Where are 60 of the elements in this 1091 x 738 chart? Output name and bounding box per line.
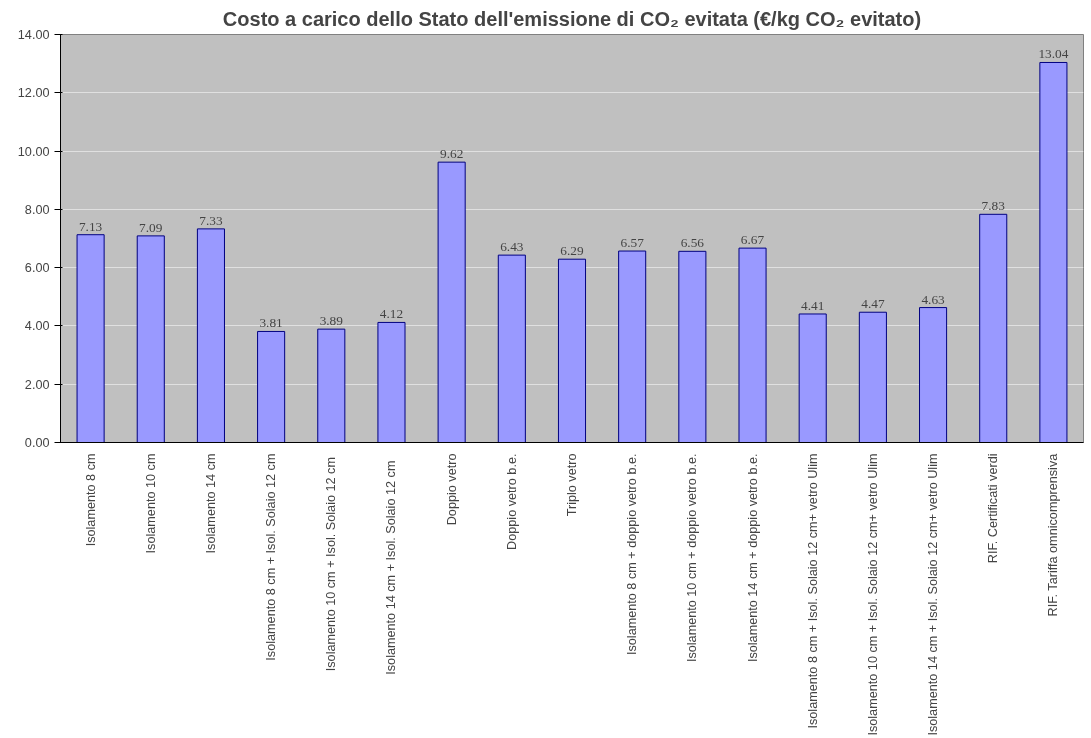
data-label: 4.63	[921, 291, 946, 307]
data-label: 7.09	[139, 219, 163, 235]
x-tick-label: Isolamento 8 cm	[83, 453, 98, 547]
y-tick-label: 10.00	[17, 144, 50, 159]
x-tick-label: Isolamento 14 cm + Isol. Solaio 12 cm	[384, 460, 399, 675]
chart-title: Costo a carico dello Stato dell'emissione di CO₂ evitata (€/kg CO₂ evitato)	[222, 7, 922, 30]
y-tick-label: 0.00	[24, 436, 50, 450]
data-label: 7.33	[199, 212, 223, 228]
bar	[497, 254, 526, 443]
x-tick-label: Isolamento 10 cm	[143, 453, 158, 554]
y-tick-label: 4.00	[24, 319, 50, 334]
data-label: 3.89	[319, 313, 344, 329]
bar	[858, 311, 887, 443]
bar	[798, 313, 827, 443]
data-label: 4.47	[861, 296, 885, 312]
x-tick-label: Isolamento 8 cm + Isol. Solaio 12 cm	[264, 453, 279, 661]
x-tick-label: Isolamento 10 cm + doppio vetro b.e.	[685, 453, 700, 663]
bar	[136, 235, 165, 443]
bar	[919, 307, 948, 443]
data-label: 7.13	[78, 218, 103, 234]
x-tick-label: Doppio vetro	[444, 453, 459, 526]
bar	[257, 330, 286, 443]
data-label: 9.62	[439, 146, 464, 162]
x-tick-label: Isolamento 10 cm + Isol. Solaio 12 cm	[324, 457, 339, 672]
bar	[557, 258, 587, 443]
data-label: 7.83	[981, 198, 1006, 214]
x-tick-label: Isolamento 8 cm + Isol. Solaio 12 cm+ vetro Ulim	[805, 453, 820, 729]
y-tick-label: 6.00	[24, 261, 50, 276]
data-label: 13.04	[1038, 46, 1069, 62]
data-label: 4.41	[801, 297, 825, 313]
data-label: 3.81	[259, 315, 283, 331]
y-tick-label: 14.00	[17, 28, 50, 42]
y-tick-label: 12.00	[17, 86, 50, 101]
bar	[738, 247, 767, 443]
x-tick-label: Isolamento 14 cm	[203, 453, 218, 554]
bar	[1039, 61, 1068, 443]
x-tick-label: RIF. Tariffa omnicomprensiva	[1046, 452, 1061, 617]
x-tick-label: Isolamento 14 cm + Isol. Solaio 12 cm+ vetro Ulim	[926, 453, 941, 736]
bar	[377, 321, 406, 443]
x-tick-label: Isolamento 14 cm + doppio vetro b.e.	[745, 453, 760, 663]
bar	[678, 250, 707, 443]
x-tick-label: RIF. Certificati verdi	[986, 453, 1001, 564]
data-label: 6.29	[560, 243, 584, 259]
y-tick-label: 2.00	[24, 377, 50, 392]
data-label: 4.12	[379, 306, 404, 322]
bar	[979, 213, 1008, 443]
bar	[618, 250, 647, 443]
x-tick-label: Isolamento 8 cm + doppio vetro b.e.	[625, 453, 640, 656]
data-label: 6.67	[740, 232, 765, 248]
y-tick-label: 8.00	[24, 202, 50, 217]
data-label: 6.43	[500, 239, 524, 255]
x-tick-label: Doppio vetro b.e.	[504, 453, 519, 550]
data-label: 6.57	[620, 235, 645, 251]
bar	[317, 328, 346, 443]
bar	[196, 228, 225, 443]
data-label: 6.56	[680, 235, 705, 251]
bar	[437, 161, 466, 443]
x-tick-label: Isolamento 10 cm + Isol. Solaio 12 cm+ vetro Ulim	[865, 453, 880, 736]
x-tick-label: Triplo vetro	[565, 453, 579, 517]
bar	[76, 234, 105, 443]
